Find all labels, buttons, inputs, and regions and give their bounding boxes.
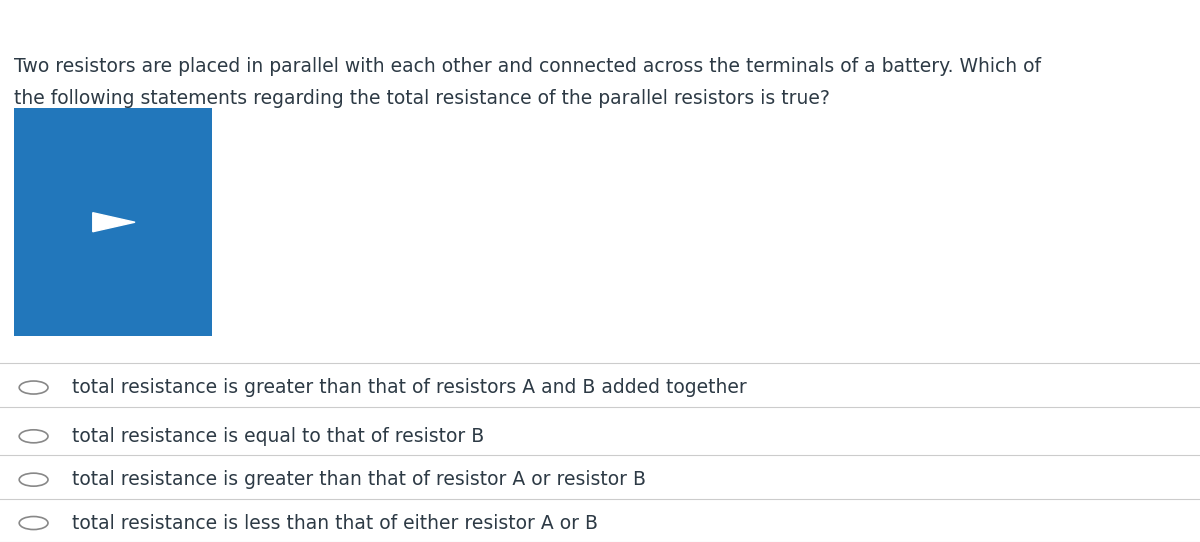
Text: Two resistors are placed in parallel with each other and connected across the te: Two resistors are placed in parallel wit… [14,57,1042,76]
Text: total resistance is less than that of either resistor A or B: total resistance is less than that of ei… [72,513,598,533]
Bar [14,108,212,336]
Text: total resistance is greater than that of resistors A and B added together: total resistance is greater than that of… [72,378,746,397]
Text: total resistance is equal to that of resistor B: total resistance is equal to that of res… [72,427,485,446]
Text: total resistance is greater than that of resistor A or resistor B: total resistance is greater than that of… [72,470,646,489]
Text: the following statements regarding the total resistance of the parallel resistor: the following statements regarding the t… [14,89,830,108]
Polygon shape [92,212,134,232]
